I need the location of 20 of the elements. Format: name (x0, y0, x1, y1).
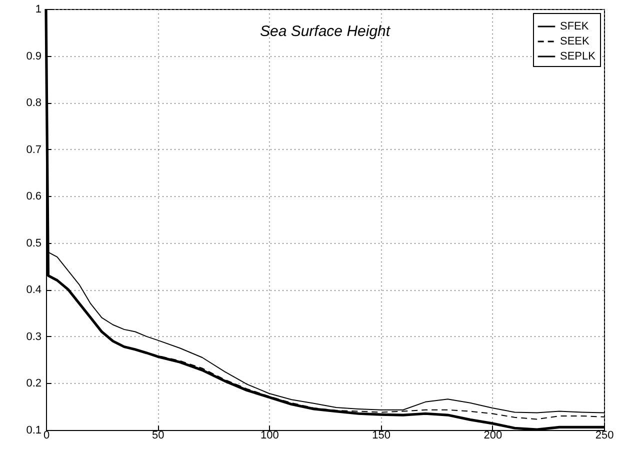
x-tick-label: 200 (484, 430, 502, 442)
x-tick-label: 50 (152, 430, 164, 442)
y-tick-label: 0.5 (26, 237, 42, 250)
x-tick-label: 100 (260, 430, 279, 442)
x-tick-label: 150 (372, 430, 390, 442)
x-tick-label: 250 (595, 430, 614, 442)
y-tick-label: 1 (35, 4, 42, 16)
text: Sea Surface Height (260, 23, 391, 40)
legend-label: SFEK (560, 20, 590, 32)
y-tick-label: 0.3 (26, 330, 42, 343)
x-tick-label: 0 (43, 430, 50, 442)
y-tick-label: 0.9 (26, 50, 42, 62)
legend-label: SEPLK (560, 50, 596, 62)
y-tick-label: 0.2 (26, 378, 42, 390)
y-tick-label: 0.7 (26, 144, 42, 156)
y-tick-label: 0.4 (26, 284, 42, 296)
legend-label: SEEK (560, 36, 590, 48)
y-tick-label: 0.1 (26, 424, 42, 436)
y-tick-label: 0.6 (26, 190, 42, 203)
y-tick-label: 0.8 (26, 97, 42, 110)
